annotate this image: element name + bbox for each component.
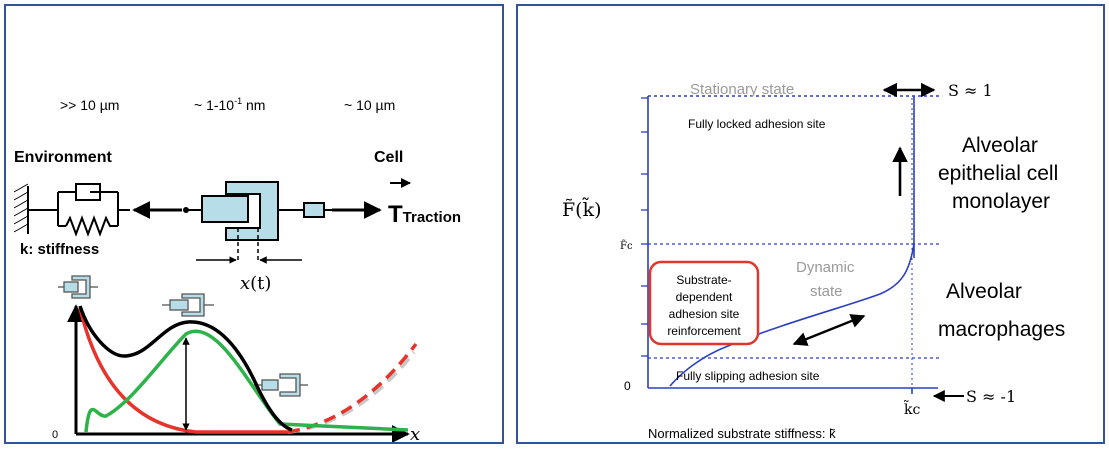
origin-label: 0 — [624, 379, 631, 393]
piston-state-icon-mid — [162, 293, 214, 317]
s-bottom-label: S ≈ -1 — [966, 387, 1016, 406]
dynamic-state-line1: Dynamic — [796, 259, 855, 276]
reinforcement-line2: dependent — [676, 290, 733, 304]
adhesion-state-diagram: Stationary state S ≈ 1 Fully locked adhe… — [562, 81, 1065, 441]
spring-dashpot-icon — [28, 183, 130, 237]
energy-plot: 0 x — [52, 304, 420, 442]
reinforcement-line3: adhesion site — [669, 307, 740, 321]
plot-x-axis-label: x — [410, 424, 420, 442]
alveolar-macrophages-line1: Alveolar — [946, 280, 1022, 303]
right-panel: Stationary state S ≈ 1 Fully locked adhe… — [516, 4, 1105, 444]
piston-state-icon-compressed — [58, 275, 98, 299]
scale-bond-label: ~ 1-10-1 nm — [194, 96, 265, 113]
black-curve — [78, 305, 293, 432]
reinforcement-line4: reinforcement — [667, 324, 741, 338]
s-top-label: S ≈ 1 — [948, 81, 993, 100]
fully-slipping-label: Fully slipping adhesion site — [676, 369, 820, 383]
cell-piston-icon — [303, 202, 332, 218]
plot-origin-label: 0 — [52, 429, 58, 441]
dynamic-double-arrow — [792, 314, 866, 346]
fully-locked-label: Fully locked adhesion site — [688, 117, 826, 131]
junction-dot — [183, 207, 189, 213]
x-tick-kc-label: k̃c — [904, 399, 921, 418]
mechanical-model-diagram: >> 10 µm ~ 1-10-1 nm ~ 10 µm Environment… — [13, 96, 461, 442]
left-panel: >> 10 µm ~ 1-10-1 nm ~ 10 µm Environment… — [4, 4, 504, 444]
y-axis-label: F̃(k̃) — [562, 198, 602, 221]
stationary-state-label: Stationary state — [690, 81, 794, 98]
displacement-label: x(t) — [240, 273, 271, 294]
traction-label: TTraction — [388, 201, 461, 228]
reinforcement-box — [648, 260, 760, 346]
scale-environment-label: >> 10 µm — [60, 97, 119, 113]
grey-dashed-curve — [287, 350, 416, 434]
reinforcement-line1: Substrate- — [676, 273, 731, 287]
stiffness-label: k: stiffness — [20, 241, 99, 258]
alveolar-epithelial-line1: Alveolar — [962, 134, 1038, 157]
bond-piston-icon — [188, 181, 304, 241]
scale-cell-label: ~ 10 µm — [344, 97, 395, 113]
environment-label: Environment — [14, 149, 112, 166]
red-dashed-curve — [287, 342, 418, 434]
cell-label: Cell — [374, 149, 403, 166]
y-axis-ticks — [641, 97, 648, 357]
dynamic-state-line2: state — [810, 283, 843, 300]
x-axis-label: Normalized substrate stiffness: k̃ — [648, 426, 836, 441]
alveolar-epithelial-line3: monolayer — [952, 190, 1050, 213]
green-curve — [84, 329, 409, 433]
wall-hatch-icon — [13, 183, 29, 234]
y-tick-fc-label: F̃c — [620, 240, 633, 252]
alveolar-epithelial-line2: epithelial cell — [938, 162, 1058, 185]
alveolar-macrophages-line2: macrophages — [938, 318, 1065, 341]
